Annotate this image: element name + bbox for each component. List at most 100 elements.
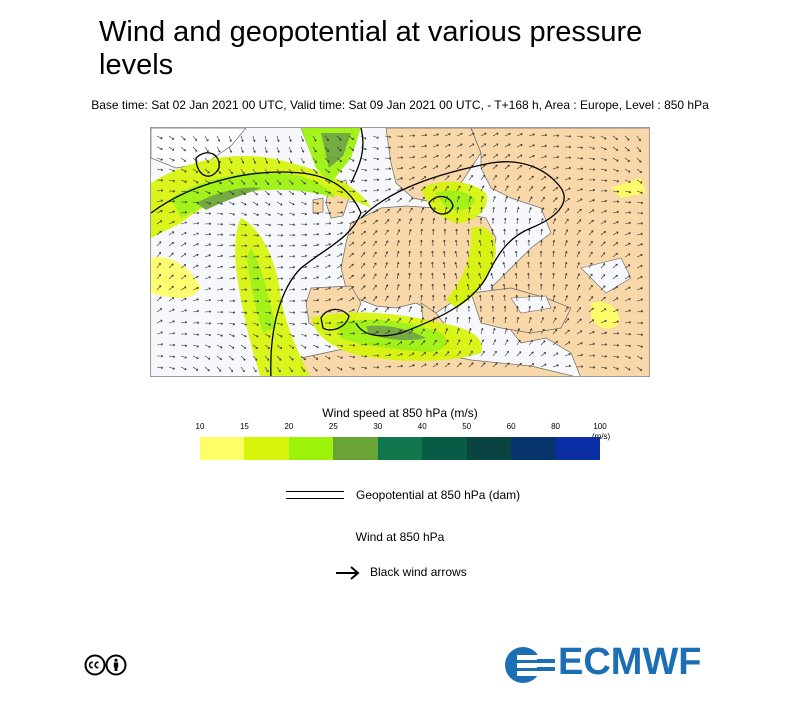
wind-arrow xyxy=(252,146,256,153)
wind-arrow xyxy=(324,264,331,269)
wind-arrow xyxy=(312,366,318,372)
wind-arrow xyxy=(600,319,607,324)
wind-arrow xyxy=(540,155,547,159)
wind-arrow xyxy=(288,190,295,195)
wind-arrow xyxy=(156,230,162,236)
wind-arrow xyxy=(600,220,607,225)
wind-arrow xyxy=(612,157,619,162)
wind-arrow xyxy=(276,322,283,326)
wind-arrow xyxy=(648,356,649,357)
wind-arrow xyxy=(454,239,458,247)
wind-arrow xyxy=(396,341,403,346)
wind-arrow xyxy=(360,135,367,140)
wind-arrow xyxy=(466,239,470,247)
wind-arrow xyxy=(564,197,570,203)
wind-arrow xyxy=(468,196,472,203)
wind-arrow xyxy=(204,310,212,313)
wind-arrow xyxy=(648,136,649,137)
wind-arrow xyxy=(168,274,174,280)
wind-arrow xyxy=(552,340,558,346)
wind-arrow xyxy=(156,135,163,140)
wind-arrow xyxy=(240,311,248,314)
wind-arrow xyxy=(228,168,233,175)
wind-arrow xyxy=(456,196,460,203)
wind-arrow xyxy=(324,135,329,142)
wind-arrow xyxy=(324,157,330,163)
wind-arrow xyxy=(240,333,247,338)
wind-arrow xyxy=(456,164,462,170)
wind-arrow xyxy=(502,283,506,291)
wind-arrow xyxy=(336,264,343,269)
wind-arrow xyxy=(480,143,487,148)
wind-arrow xyxy=(324,211,332,215)
wind-arrow xyxy=(396,177,403,181)
geopotential-legend: Geopotential at 850 hPa (dam) xyxy=(286,488,586,504)
creative-commons-by-icon[interactable] xyxy=(84,654,128,676)
wind-arrow xyxy=(360,230,366,236)
wind-arrow xyxy=(216,243,224,247)
wind-arrow xyxy=(336,309,343,313)
wind-arrow xyxy=(300,333,307,337)
wind-arrow xyxy=(276,333,283,338)
wind-arrow xyxy=(420,294,423,302)
wind-arrow xyxy=(180,286,187,291)
wind-arrow xyxy=(252,355,258,361)
wind-arrow xyxy=(288,333,295,338)
wind-arrow xyxy=(624,344,632,348)
wind-arrow xyxy=(420,218,424,225)
wind-arrow xyxy=(156,273,161,280)
wind-arrow xyxy=(408,218,413,225)
wind-arrow xyxy=(528,207,532,214)
wind-arrow xyxy=(552,283,556,291)
ecmwf-logo[interactable]: ECMWF xyxy=(503,641,723,685)
wind-arrow xyxy=(624,286,631,291)
wind-arrow xyxy=(300,276,308,280)
wind-arrow xyxy=(456,316,459,324)
wind-arrow xyxy=(216,212,224,216)
colorbar-swatch xyxy=(288,437,334,460)
wind-arrow xyxy=(432,363,439,368)
wind-arrow xyxy=(372,366,380,369)
wind-arrow xyxy=(360,355,368,358)
wind-arrow xyxy=(252,288,260,292)
wind-arrow xyxy=(612,168,619,172)
wind-arrow xyxy=(588,296,594,302)
wind-arrow xyxy=(420,176,427,181)
wind-arrow xyxy=(480,196,484,203)
wind-arrow xyxy=(228,233,236,237)
wind-arrow xyxy=(540,207,545,214)
wind-arrow xyxy=(408,176,415,181)
wind-arrow xyxy=(564,229,569,236)
wind-arrow xyxy=(396,284,400,291)
wind-arrow xyxy=(564,145,572,149)
wind-arrow xyxy=(539,272,543,280)
wind-arrow xyxy=(180,355,187,359)
wind-arrow xyxy=(276,311,284,315)
wind-arrow xyxy=(168,135,175,140)
wind-arrow xyxy=(624,253,631,258)
wind-arrow xyxy=(300,179,306,185)
wind-arrow xyxy=(180,179,187,183)
weather-map[interactable] xyxy=(150,127,650,377)
wind-arrow xyxy=(648,169,649,170)
wind-arrow xyxy=(420,155,427,159)
wind-arrow xyxy=(252,168,257,175)
wind-arrow xyxy=(312,322,320,325)
wind-arrow xyxy=(372,188,380,192)
wind-arrow xyxy=(336,157,342,163)
wind-arrow xyxy=(348,355,356,359)
wind-arrow xyxy=(264,277,272,280)
wind-arrow xyxy=(360,274,366,280)
wind-arrow xyxy=(564,218,569,225)
wind-arrow xyxy=(502,239,506,247)
wind-arrow xyxy=(168,331,176,335)
wind-arrow xyxy=(408,352,415,357)
wind-arrow xyxy=(396,134,404,138)
wind-arrow xyxy=(648,234,649,235)
wind-arrow xyxy=(168,355,176,359)
wind-arrow xyxy=(600,210,607,214)
wind-arrow xyxy=(478,273,482,280)
wind-arrow xyxy=(588,168,596,171)
wind-arrow xyxy=(408,364,415,368)
wind-arrow xyxy=(636,310,644,313)
